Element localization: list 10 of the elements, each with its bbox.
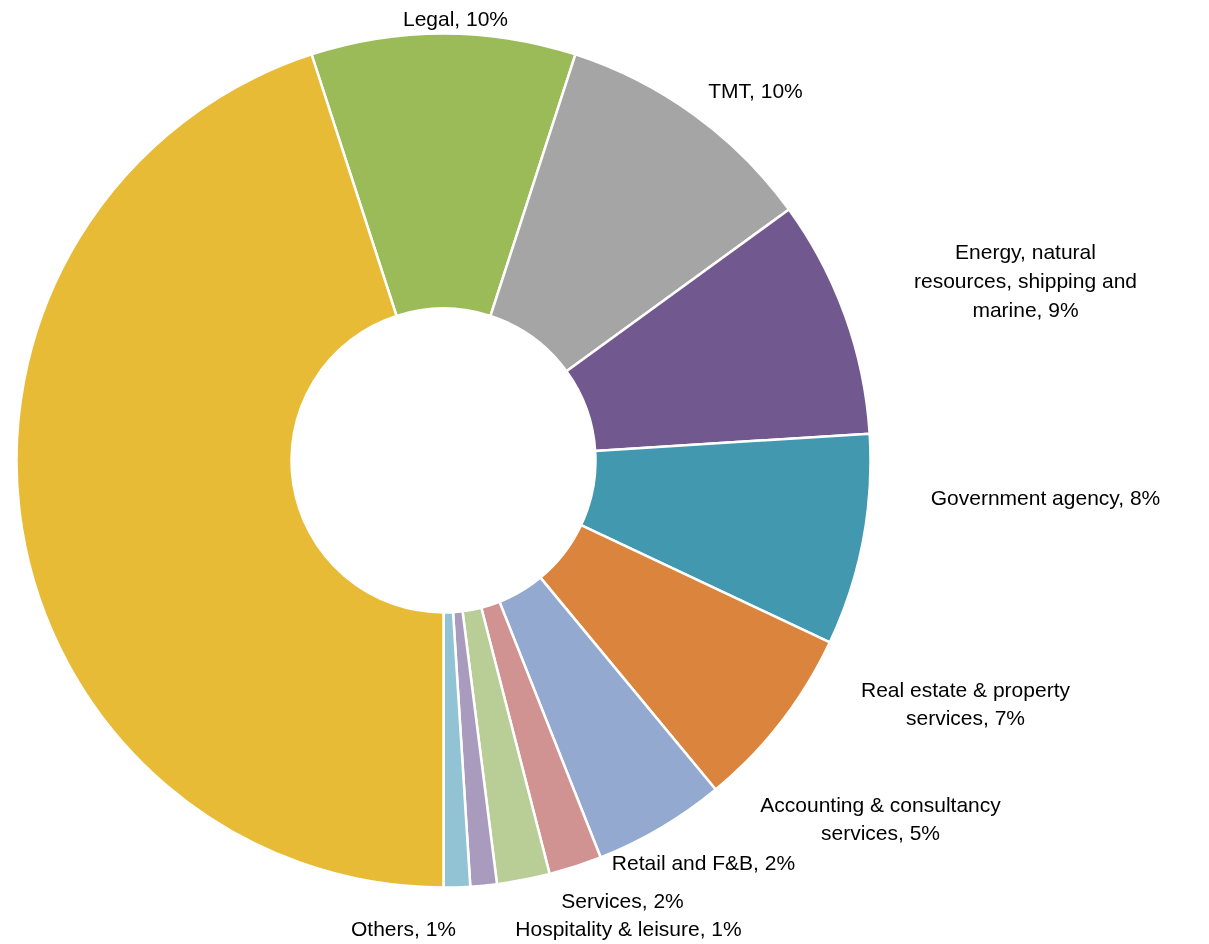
slice-label: Legal, 10% xyxy=(402,7,509,30)
slice-label: Real estate & property services, 7% xyxy=(861,677,1071,730)
slice-label: Others, 1% xyxy=(350,917,457,940)
slice-label: TMT, 10% xyxy=(708,79,803,102)
slice-label: Hospitality & leisure, 1% xyxy=(515,917,742,940)
slice-label: Retail and F&B, 2% xyxy=(611,851,796,874)
slice-label: Accounting & consultancy services, 5% xyxy=(760,792,1002,845)
slice-label: Energy, natural resources, shipping and marine, 9% xyxy=(914,240,1137,321)
slice-label: Government agency, 8% xyxy=(930,486,1161,509)
slice-label: Services, 2% xyxy=(561,889,684,912)
